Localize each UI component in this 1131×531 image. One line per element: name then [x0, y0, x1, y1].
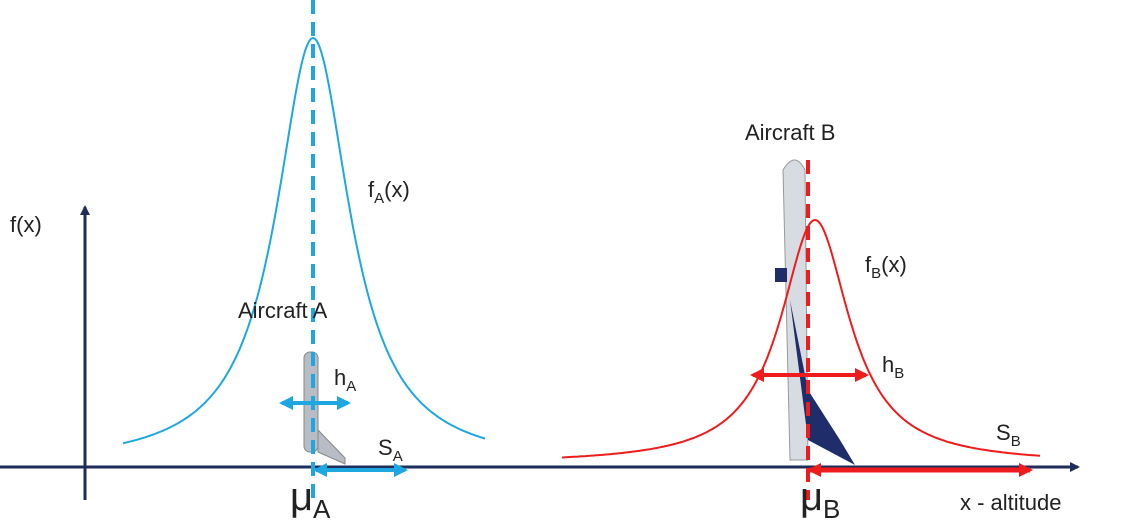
aircraft-a-name: Aircraft A — [238, 298, 328, 323]
aircraft-b-name: Aircraft B — [745, 120, 835, 145]
pdf-curve-a — [122, 36, 486, 445]
pdf-label-a: fA(x) — [368, 177, 410, 207]
pdf-label-b: fB(x) — [865, 252, 907, 282]
label-sub: A — [374, 190, 384, 207]
label-sub: B — [1011, 433, 1021, 450]
label-base: h — [334, 365, 346, 390]
label-sub: A — [346, 378, 356, 395]
label-sub: A — [393, 448, 403, 465]
mean-label-a: μA — [290, 475, 331, 524]
spread-label-b: SB — [996, 420, 1021, 450]
aircraft-b-icon — [775, 159, 855, 465]
label-base: h — [882, 352, 894, 377]
label-base: f — [368, 177, 375, 202]
label-tail: (x) — [881, 252, 907, 277]
label-sub: B — [871, 265, 881, 282]
x-axis-label: x - altitude — [960, 490, 1062, 515]
spread-label-a: SA — [378, 435, 403, 465]
label-sub: B — [823, 494, 840, 524]
label-tail: (x) — [384, 177, 410, 202]
mean-label-b: μB — [800, 475, 840, 524]
label-base: f — [865, 252, 872, 277]
label-sub: B — [894, 365, 904, 382]
label-sub: A — [313, 494, 331, 524]
height-label-a: hA — [334, 365, 356, 395]
label-base: S — [996, 420, 1011, 445]
label-base: S — [378, 435, 393, 460]
label-base: μ — [800, 475, 823, 519]
pdf-curve-b — [561, 219, 1041, 459]
label-base: μ — [290, 475, 313, 519]
height-label-b: hB — [882, 352, 904, 382]
y-axis-label: f(x) — [10, 212, 42, 237]
